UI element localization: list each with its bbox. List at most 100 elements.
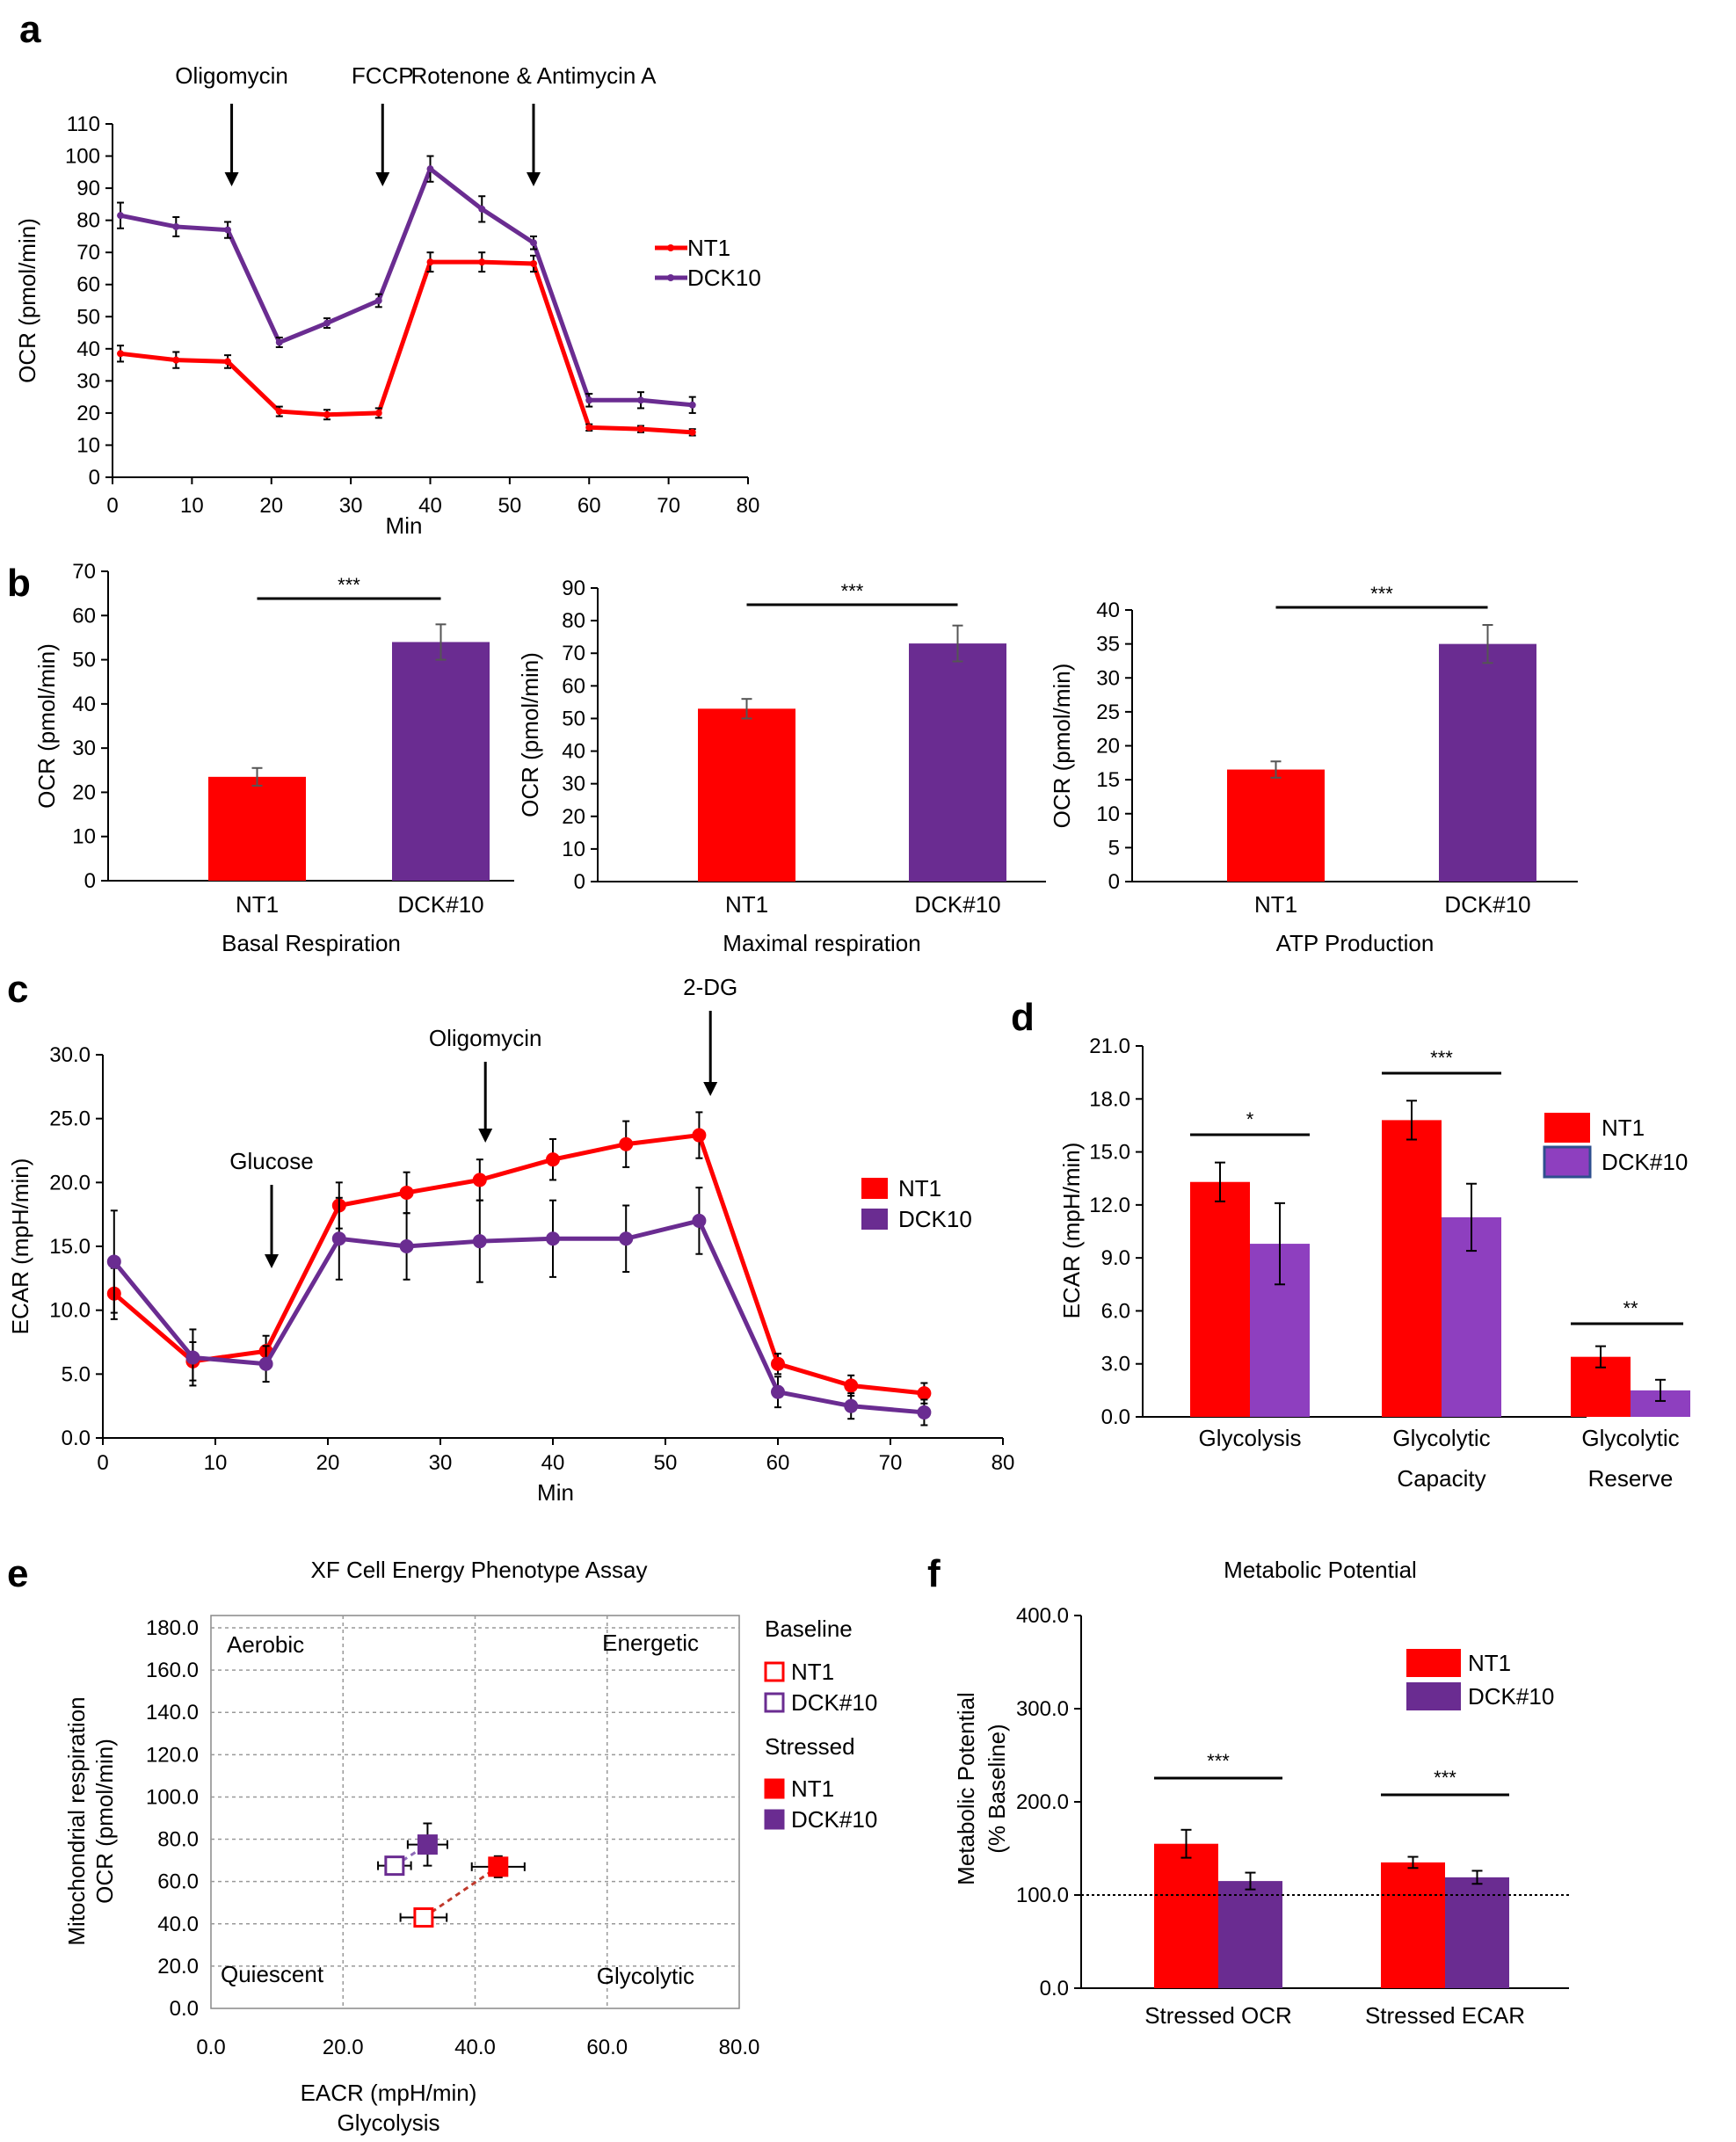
data-point (688, 401, 696, 409)
bar-nt1 (1154, 1843, 1218, 1988)
y-tick-label: 70 (76, 241, 100, 265)
connector-nt1 (423, 1865, 499, 1919)
y-axis-subtitle: (% Baseline) (984, 1724, 1010, 1853)
data-point (323, 319, 331, 327)
data-point (331, 1231, 346, 1246)
x-tick-label: 70 (657, 494, 680, 518)
data-point (478, 205, 486, 213)
y-tick-label: 160.0 (146, 1659, 199, 1682)
x-tick-label: 20 (259, 494, 283, 518)
legend-marker (764, 1809, 785, 1830)
y-tick-label: 60 (76, 273, 100, 297)
x-tick-label: 30 (339, 494, 363, 518)
category-label: Glycolytic (1392, 1425, 1490, 1451)
y-tick-label: 10 (72, 825, 96, 849)
y-tick-label: 0.0 (170, 1997, 199, 2021)
legend-label: NT1 (1602, 1115, 1645, 1141)
bar-dck10 (1439, 643, 1536, 882)
data-point (399, 1239, 414, 1253)
y-tick-label: 110 (67, 113, 100, 136)
injection-label: Rotenone & Antimycin A (411, 62, 657, 89)
bar-chart-b2: 0 10 20 30 40 50 60 70 80 90 NT1 DCK#10 *** Maximal r… (517, 577, 1046, 956)
y-tick-label: 40 (76, 338, 100, 361)
category-label: Capacity (1397, 1465, 1485, 1492)
legend-marker (764, 1692, 785, 1713)
panel-letter: d (1011, 996, 1035, 1039)
data-point (619, 1136, 634, 1151)
bar-nt1 (1190, 1181, 1250, 1417)
y-tick-label: 0.0 (1101, 1405, 1130, 1429)
x-axis-title: Maximal respiration (723, 930, 920, 956)
legend-swatch (1544, 1113, 1590, 1143)
y-tick-label: 25.0 (49, 1107, 91, 1131)
y-tick-label: 10 (562, 838, 585, 861)
legend-label: NT1 (791, 1775, 834, 1802)
y-axis-title: OCR (pmol/min) (33, 643, 60, 809)
x-axis-subtitle: Glycolysis (337, 2109, 439, 2136)
y-tick-label: 40 (562, 740, 585, 764)
panel-f: f Metabolic Potential 0.0 100.0 200.0 300.0 40… (927, 1552, 1569, 2029)
marker-stressed-dck10 (417, 1834, 438, 1855)
x-axis-title: Basal Respiration (222, 930, 401, 956)
panel-letter: e (7, 1552, 28, 1595)
data-point (275, 408, 283, 416)
y-tick-label: 200.0 (1016, 1790, 1069, 1814)
y-tick-label: 120.0 (146, 1743, 199, 1767)
series-line-dck10 (112, 1218, 925, 1415)
y-tick-label: 60.0 (157, 1870, 199, 1894)
significance-label: *** (1207, 1750, 1230, 1772)
y-axis-title: OCR (pmol/min) (14, 218, 40, 383)
series-line-dck10 (120, 165, 693, 408)
y-tick-label: 10.0 (49, 1299, 91, 1323)
x-axis-title: ATP Production (1276, 930, 1435, 956)
data-point (917, 1386, 932, 1401)
y-tick-label: 10 (76, 433, 100, 457)
legend-marker (667, 244, 674, 251)
bar-dck10 (392, 642, 490, 881)
y-tick-label: 30 (76, 369, 100, 393)
data-point (426, 258, 434, 266)
data-point (185, 1350, 200, 1365)
category-label: DCK#10 (914, 891, 1000, 918)
y-axis-title: ECAR (mpH/min) (1058, 1143, 1085, 1319)
bar-dck10 (1445, 1877, 1509, 1988)
bar-nt1 (1227, 769, 1325, 882)
bar-chart-b1: 0 10 20 30 40 50 60 70 NT1 DCK#10 *** Basal Respira… (33, 560, 514, 956)
legend-group-title: Stressed (765, 1733, 855, 1760)
panel-c: c 0.0 5.0 10.0 15.0 20.0 25.0 30.0 0 10 20 30 40 50 60… (7, 968, 1014, 1506)
legend-label: NT1 (791, 1659, 834, 1685)
y-tick-label: 40 (1096, 599, 1120, 622)
x-tick-label: 30 (429, 1451, 453, 1475)
bar-nt1 (1381, 1862, 1445, 1988)
y-tick-label: 0 (89, 466, 100, 490)
x-axis-title: Min (386, 512, 423, 539)
category-label: Glycolysis (1198, 1425, 1301, 1451)
y-tick-label: 80 (76, 209, 100, 233)
significance-label: *** (1430, 1047, 1453, 1069)
legend-marker (764, 1661, 785, 1682)
quadrant-label: Aerobic (227, 1631, 304, 1658)
data-point (692, 1213, 707, 1228)
panel-d: d 0.0 3.0 6.0 9.0 12.0 15.0 18.0 21.0 ECAR (mpH/m… (1011, 996, 1690, 1492)
data-point (106, 1254, 121, 1269)
y-tick-label: 3.0 (1101, 1353, 1130, 1376)
y-tick-label: 180.0 (146, 1616, 199, 1640)
y-axis-title: Metabolic Potential (953, 1692, 979, 1885)
x-axis-title: Min (537, 1479, 574, 1506)
data-point (844, 1378, 859, 1393)
bar-dck10 (909, 643, 1006, 882)
significance-label: *** (1434, 1767, 1456, 1789)
significance-label: *** (338, 574, 360, 596)
y-tick-label: 0 (574, 870, 585, 894)
x-tick-label: 40 (541, 1451, 565, 1475)
legend-label: NT1 (1468, 1650, 1511, 1676)
bar-nt1 (208, 776, 306, 881)
x-tick-label: 80.0 (719, 2036, 760, 2059)
x-tick-label: 50 (498, 494, 522, 518)
data-point (585, 396, 593, 404)
bar-nt1 (698, 708, 795, 882)
category-label: Reserve (1588, 1465, 1674, 1492)
y-tick-label: 0 (84, 869, 96, 893)
x-tick-label: 80 (737, 494, 760, 518)
data-point (224, 226, 232, 234)
